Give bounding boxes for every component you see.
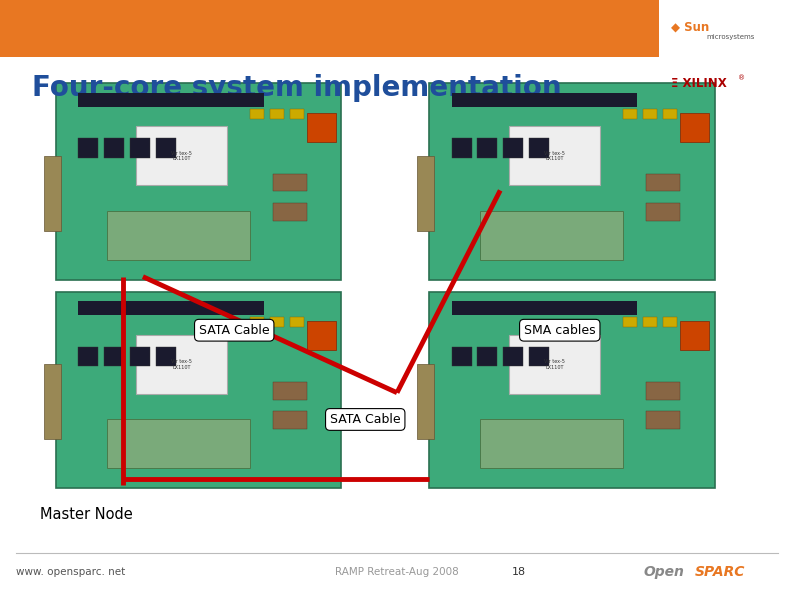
Text: Open: Open xyxy=(643,565,684,580)
FancyBboxPatch shape xyxy=(273,382,307,400)
FancyBboxPatch shape xyxy=(509,335,600,394)
Text: Master Node: Master Node xyxy=(40,507,133,522)
FancyBboxPatch shape xyxy=(156,346,175,366)
FancyBboxPatch shape xyxy=(290,317,304,327)
FancyBboxPatch shape xyxy=(623,109,638,118)
FancyBboxPatch shape xyxy=(529,346,549,366)
Text: Vir tex-5
LX110T: Vir tex-5 LX110T xyxy=(544,359,565,369)
Text: Four-core system implementation: Four-core system implementation xyxy=(32,74,561,102)
FancyBboxPatch shape xyxy=(290,109,304,118)
FancyBboxPatch shape xyxy=(250,317,264,327)
FancyBboxPatch shape xyxy=(270,317,284,327)
FancyBboxPatch shape xyxy=(623,317,638,327)
FancyBboxPatch shape xyxy=(452,93,638,107)
FancyBboxPatch shape xyxy=(104,138,124,158)
FancyBboxPatch shape xyxy=(646,411,680,429)
FancyBboxPatch shape xyxy=(429,292,715,488)
FancyBboxPatch shape xyxy=(250,109,264,118)
FancyBboxPatch shape xyxy=(643,109,657,118)
FancyBboxPatch shape xyxy=(79,138,98,158)
Text: SATA Cable: SATA Cable xyxy=(330,413,400,426)
Text: Ξ XILINX: Ξ XILINX xyxy=(671,77,727,90)
FancyBboxPatch shape xyxy=(503,346,523,366)
FancyBboxPatch shape xyxy=(0,0,659,57)
FancyBboxPatch shape xyxy=(79,301,264,315)
FancyBboxPatch shape xyxy=(503,138,523,158)
Text: ◆ Sun: ◆ Sun xyxy=(671,20,709,33)
FancyBboxPatch shape xyxy=(452,301,638,315)
FancyBboxPatch shape xyxy=(156,138,175,158)
Text: microsystems: microsystems xyxy=(707,35,755,40)
Text: 18: 18 xyxy=(512,568,526,577)
FancyBboxPatch shape xyxy=(680,321,709,350)
FancyBboxPatch shape xyxy=(307,113,336,142)
FancyBboxPatch shape xyxy=(56,292,341,488)
FancyBboxPatch shape xyxy=(646,203,680,221)
FancyBboxPatch shape xyxy=(107,211,250,260)
Text: Vir tex-5
LX110T: Vir tex-5 LX110T xyxy=(544,151,565,161)
FancyBboxPatch shape xyxy=(44,156,61,230)
FancyBboxPatch shape xyxy=(130,138,150,158)
FancyBboxPatch shape xyxy=(273,203,307,221)
FancyBboxPatch shape xyxy=(509,127,600,186)
Text: RAMP Retreat-Aug 2008: RAMP Retreat-Aug 2008 xyxy=(335,568,459,577)
FancyBboxPatch shape xyxy=(663,109,677,118)
FancyBboxPatch shape xyxy=(529,138,549,158)
FancyBboxPatch shape xyxy=(480,419,623,468)
Text: www. opensparc. net: www. opensparc. net xyxy=(16,568,125,577)
FancyBboxPatch shape xyxy=(429,83,715,280)
FancyBboxPatch shape xyxy=(270,109,284,118)
FancyBboxPatch shape xyxy=(452,346,472,366)
Text: SATA Cable: SATA Cable xyxy=(199,324,269,337)
Text: Vir tex-5
LX110T: Vir tex-5 LX110T xyxy=(171,359,192,369)
FancyBboxPatch shape xyxy=(643,317,657,327)
FancyBboxPatch shape xyxy=(44,364,61,439)
FancyBboxPatch shape xyxy=(130,346,150,366)
FancyBboxPatch shape xyxy=(307,321,336,350)
Text: SMA cables: SMA cables xyxy=(524,324,596,337)
FancyBboxPatch shape xyxy=(79,93,264,107)
FancyBboxPatch shape xyxy=(107,419,250,468)
FancyBboxPatch shape xyxy=(79,346,98,366)
Text: ®: ® xyxy=(738,76,746,82)
FancyBboxPatch shape xyxy=(452,138,472,158)
FancyBboxPatch shape xyxy=(477,138,497,158)
FancyBboxPatch shape xyxy=(646,174,680,192)
FancyBboxPatch shape xyxy=(663,317,677,327)
FancyBboxPatch shape xyxy=(418,364,434,439)
FancyBboxPatch shape xyxy=(136,335,227,394)
FancyBboxPatch shape xyxy=(104,346,124,366)
FancyBboxPatch shape xyxy=(480,211,623,260)
FancyBboxPatch shape xyxy=(477,346,497,366)
FancyBboxPatch shape xyxy=(56,83,341,280)
FancyBboxPatch shape xyxy=(273,174,307,192)
FancyBboxPatch shape xyxy=(646,382,680,400)
FancyBboxPatch shape xyxy=(680,113,709,142)
Text: Vir tex-5
LX110T: Vir tex-5 LX110T xyxy=(171,151,192,161)
FancyBboxPatch shape xyxy=(273,411,307,429)
Text: SPARC: SPARC xyxy=(695,565,745,580)
FancyBboxPatch shape xyxy=(418,156,434,230)
FancyBboxPatch shape xyxy=(136,127,227,186)
